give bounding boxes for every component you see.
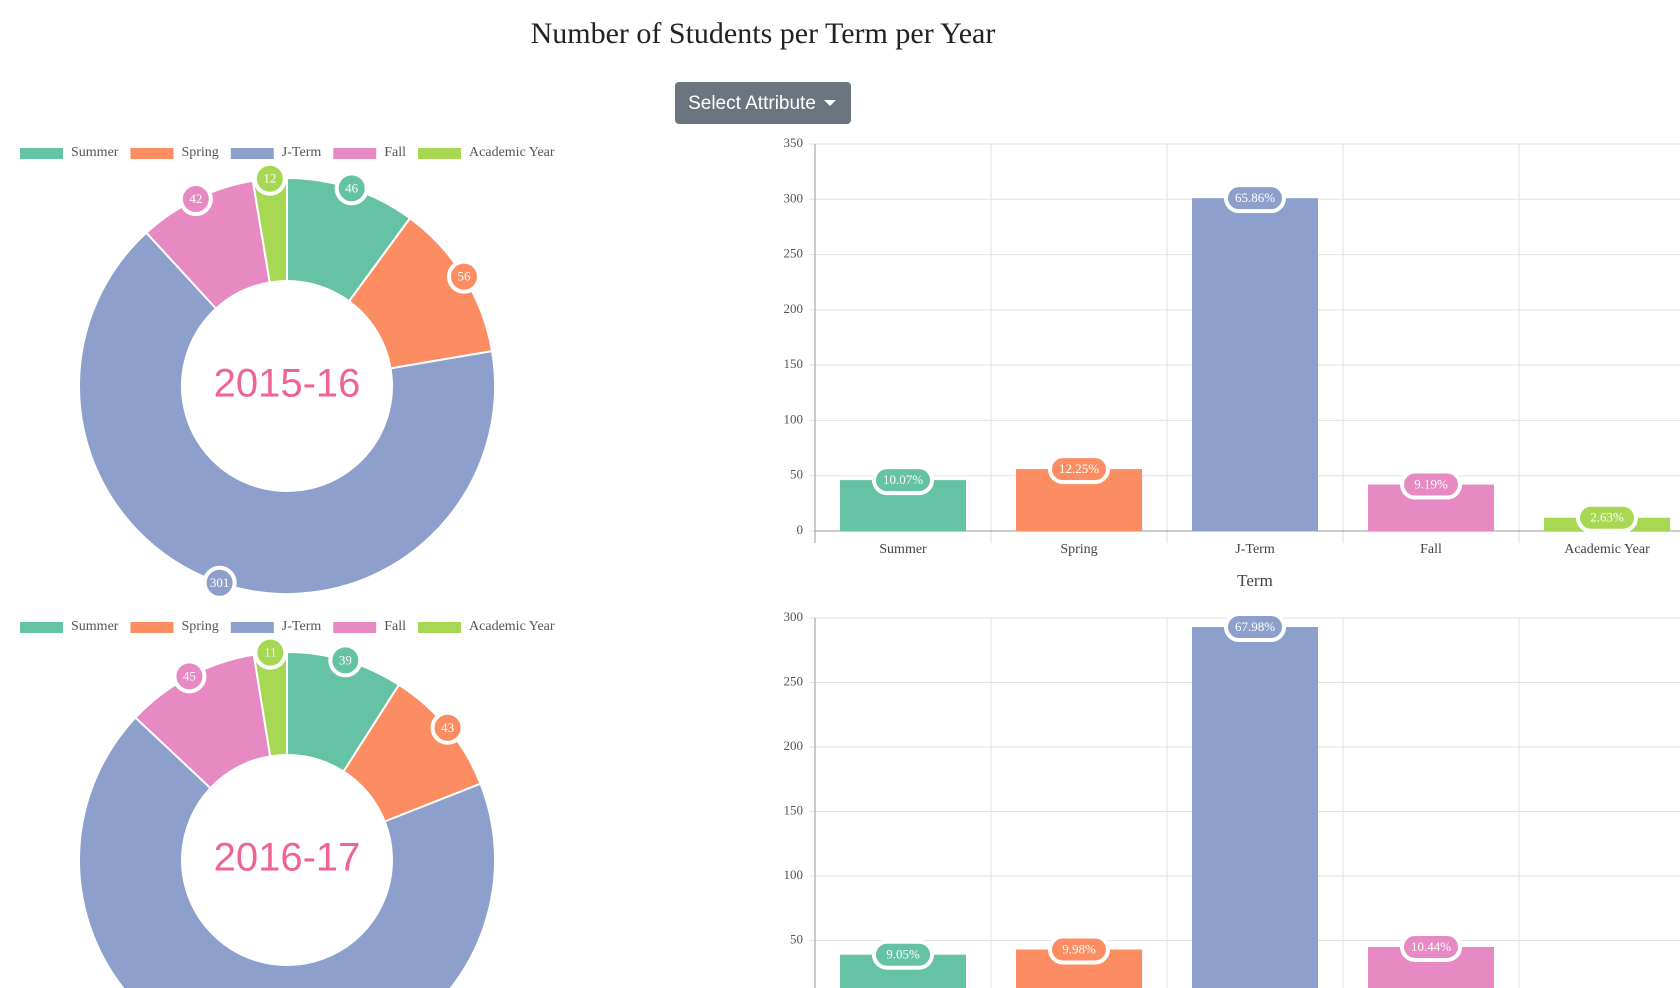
y-tick-label: 150 [784, 802, 804, 817]
y-tick-label: 150 [784, 356, 804, 371]
legend-label: Summer [71, 145, 119, 160]
data-label-bg [872, 465, 934, 496]
legend-label: J-Term [282, 619, 322, 634]
data-label-bg [202, 565, 237, 600]
y-tick-label: 200 [784, 738, 804, 753]
data-label: 67.98% [1235, 619, 1275, 634]
data-label-bg [1576, 502, 1638, 533]
y-tick-label: 0 [797, 522, 804, 537]
bar [1192, 198, 1318, 531]
data-label-bg [172, 659, 207, 694]
legend-label: Fall [384, 145, 406, 160]
y-tick-label: 100 [784, 867, 804, 882]
bar [1192, 627, 1318, 988]
legend-label: Academic Year [469, 619, 555, 634]
center-label: 2015-16 [214, 362, 361, 406]
legend-swatch [418, 622, 462, 633]
legend-swatch [230, 148, 274, 159]
donut-segment [78, 716, 496, 988]
data-label: 301 [210, 575, 230, 590]
legend-swatch [130, 148, 174, 159]
data-label-bg [334, 171, 369, 206]
page-title: Number of Students per Term per Year [531, 17, 996, 50]
legend-swatch [230, 622, 274, 633]
data-label: 2.63% [1590, 510, 1624, 525]
x-tick-label: Academic Year [1564, 542, 1650, 557]
x-tick-label: Spring [1060, 542, 1097, 557]
y-tick-label: 100 [784, 411, 804, 426]
legend-label: Summer [71, 619, 119, 634]
legend-label: J-Term [282, 145, 322, 160]
data-label: 39 [339, 652, 352, 667]
data-label-bg [1400, 931, 1462, 962]
select-button[interactable] [675, 82, 851, 124]
data-label: 42 [189, 191, 202, 206]
data-label: 12.25% [1059, 461, 1099, 476]
data-label-bg [253, 635, 288, 670]
legend-swatch [20, 622, 63, 633]
y-tick-label: 200 [784, 301, 804, 316]
y-tick-label: 300 [784, 609, 804, 624]
legend-label: Spring [181, 145, 218, 160]
data-label-bg [872, 939, 934, 970]
y-tick-label: 300 [784, 190, 804, 205]
data-label-bg [1048, 454, 1110, 485]
data-label: 10.07% [883, 472, 923, 487]
data-label: 9.05% [886, 947, 920, 962]
data-label: 9.19% [1414, 477, 1448, 492]
y-tick-label: 350 [784, 135, 804, 150]
data-label-bg [252, 161, 287, 196]
legend-label: Spring [181, 619, 218, 634]
data-label: 46 [345, 180, 359, 195]
center-label: 2016-17 [214, 836, 361, 880]
y-tick-label: 50 [790, 931, 803, 946]
data-label-bg [446, 259, 481, 294]
data-label-bg [430, 710, 465, 745]
data-label: 11 [264, 645, 277, 660]
data-label-bg [1048, 934, 1110, 965]
legend-swatch [333, 148, 377, 159]
data-label-bg [1224, 612, 1286, 643]
y-tick-label: 250 [784, 673, 804, 688]
legend-swatch [333, 622, 377, 633]
data-label-bg [1224, 183, 1286, 214]
legend-swatch [418, 148, 462, 159]
x-tick-label: Fall [1420, 542, 1442, 557]
data-label-bg [178, 182, 213, 217]
y-tick-label: 250 [784, 246, 804, 261]
data-label-bg [1400, 469, 1462, 500]
data-label: 9.98% [1062, 942, 1096, 957]
legend-label: Fall [384, 619, 406, 634]
data-label: 65.86% [1235, 190, 1275, 205]
legend-label: Academic Year [469, 145, 555, 160]
x-axis-title: Term [1237, 571, 1273, 590]
x-tick-label: Summer [879, 542, 927, 557]
data-label-bg [328, 643, 363, 678]
data-label: 43 [441, 720, 454, 735]
y-tick-label: 50 [790, 467, 803, 482]
caret [824, 100, 836, 106]
data-label: 45 [183, 668, 196, 683]
data-label: 10.44% [1411, 939, 1451, 954]
legend-swatch [20, 148, 63, 159]
donut-segment [78, 231, 496, 595]
button-label[interactable]: Select Attribute [688, 93, 816, 114]
data-label: 56 [457, 269, 471, 284]
legend-swatch [130, 622, 174, 633]
x-tick-label: J-Term [1235, 542, 1275, 557]
data-label: 12 [263, 171, 276, 186]
